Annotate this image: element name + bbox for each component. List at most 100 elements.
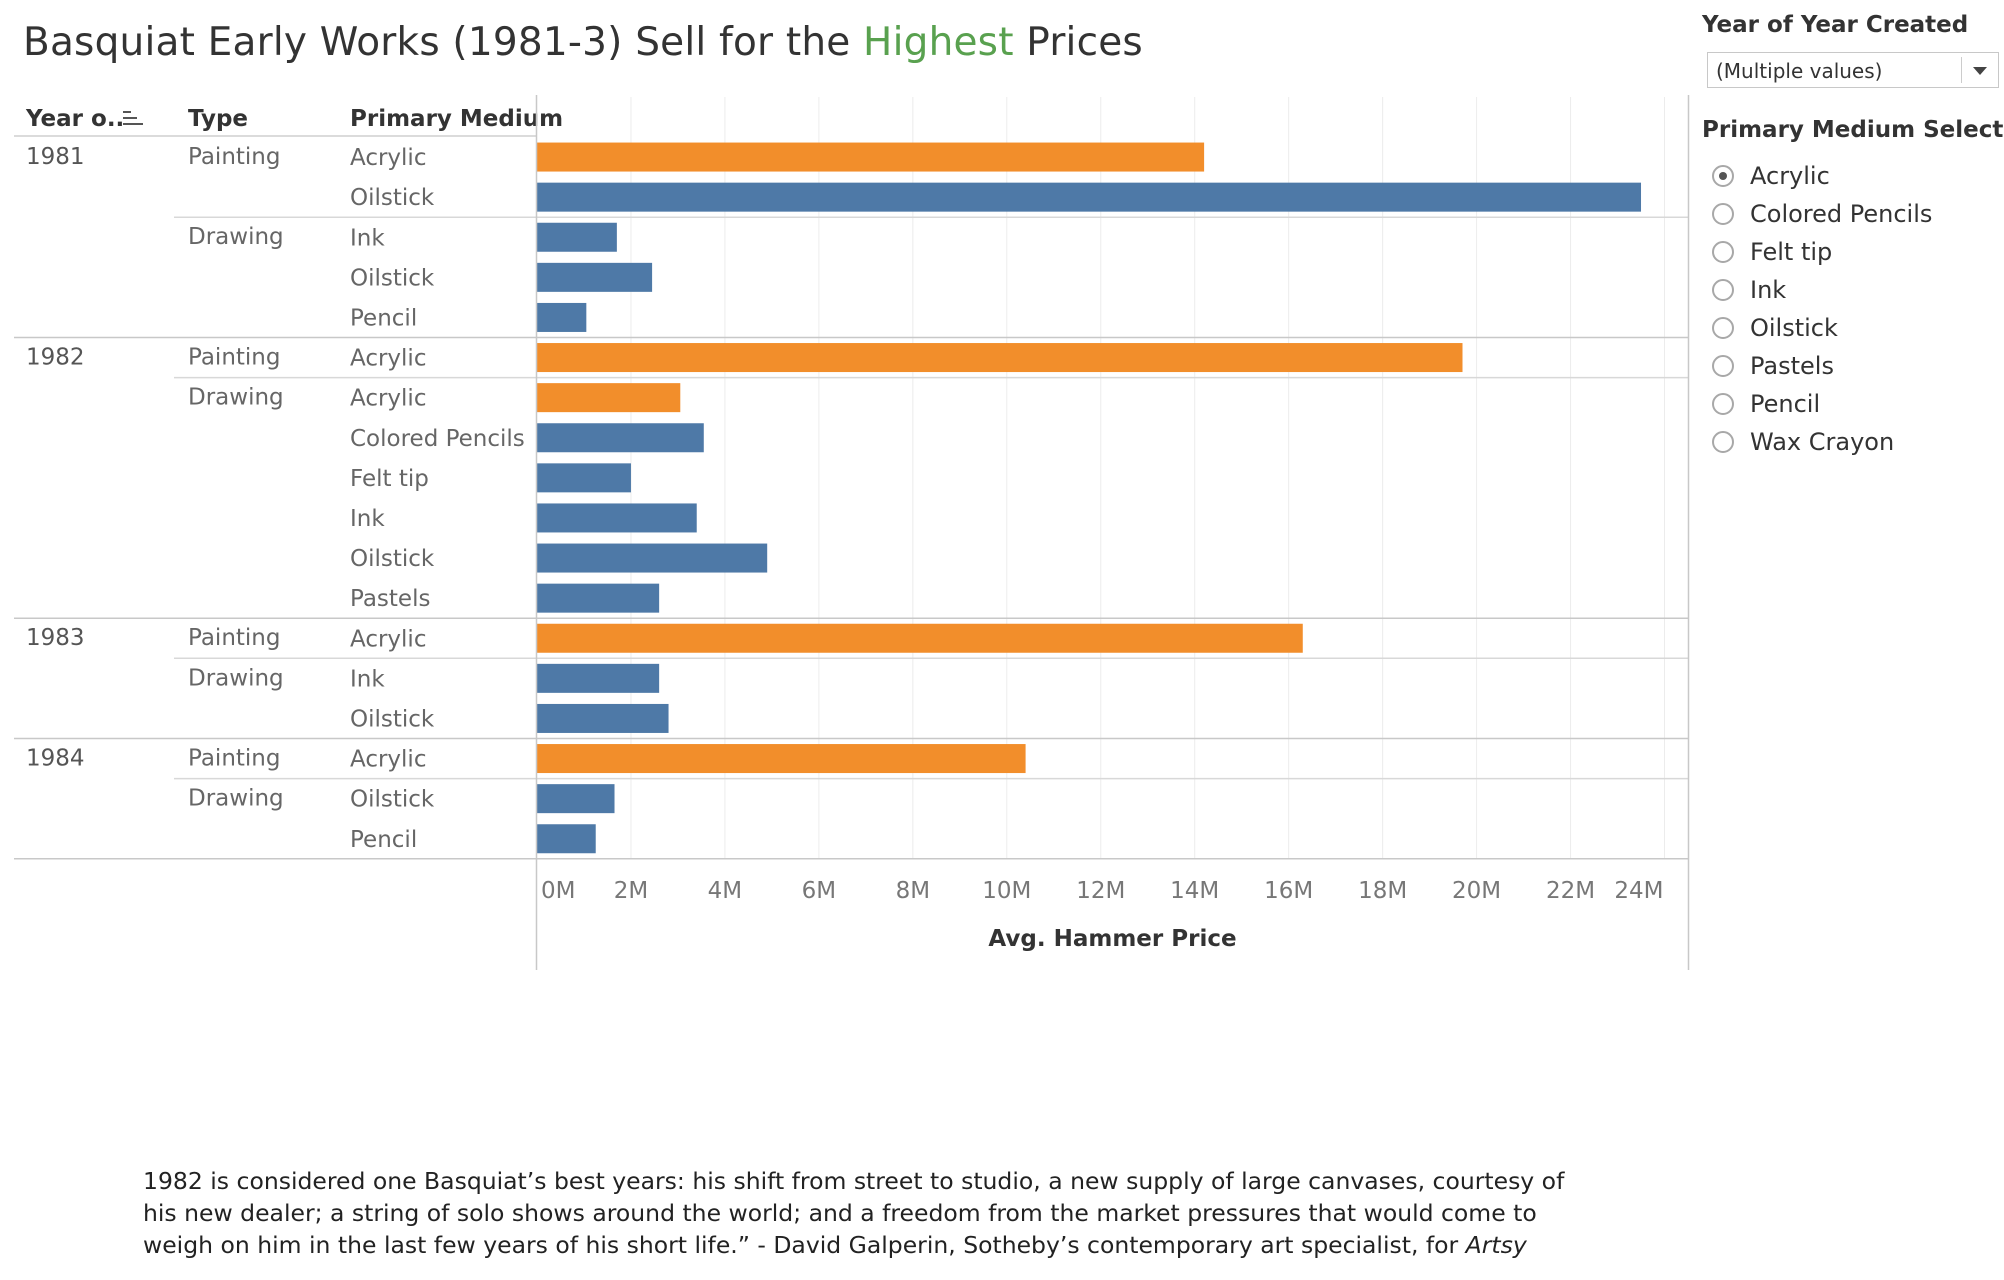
x-tick-label: 18M	[1358, 878, 1407, 904]
medium-label: Ink	[350, 666, 385, 692]
quote-caption: 1982 is considered one Basquiat’s best y…	[143, 1165, 1565, 1261]
x-tick-label: 14M	[1170, 878, 1219, 904]
medium-option-label: Pencil	[1750, 390, 1821, 418]
medium-label: Acrylic	[350, 626, 426, 652]
medium-selector: Acrylic Colored Pencils Felt tip Ink Oil…	[1712, 157, 1932, 461]
bar[interactable]	[537, 343, 1463, 373]
bar[interactable]	[537, 623, 1303, 653]
bar[interactable]	[537, 784, 615, 814]
year-filter-value: (Multiple values)	[1716, 59, 1883, 83]
year-filter-dropdown[interactable]: (Multiple values)	[1707, 52, 1999, 88]
caption-line: weigh on him in the last few years of hi…	[143, 1229, 1543, 1261]
title-prefix: Basquiat Early Works (1981-3) Sell for t…	[23, 20, 864, 65]
medium-option-felt-tip[interactable]: Felt tip	[1712, 233, 1932, 271]
radio-icon[interactable]	[1712, 241, 1734, 263]
x-tick-label: 16M	[1264, 878, 1313, 904]
dropdown-separator	[1961, 57, 1962, 83]
medium-label: Pencil	[350, 827, 417, 853]
caption-line-text: weigh on him in the last few years of hi…	[143, 1231, 1466, 1259]
column-header: Primary Medium	[350, 106, 563, 132]
radio-icon[interactable]	[1712, 279, 1734, 301]
medium-label: Oilstick	[350, 265, 435, 291]
type-label: Painting	[188, 345, 280, 371]
medium-option-ink[interactable]: Ink	[1712, 271, 1932, 309]
x-tick-label: 4M	[708, 878, 742, 904]
radio-icon[interactable]	[1712, 203, 1734, 225]
title-suffix: Prices	[1013, 20, 1143, 65]
medium-label: Ink	[350, 506, 385, 532]
year-label: 1982	[26, 345, 85, 371]
medium-option-label: Colored Pencils	[1750, 200, 1933, 228]
x-tick-label: 6M	[802, 878, 836, 904]
medium-option-pastels[interactable]: Pastels	[1712, 347, 1932, 385]
medium-option-wax-crayon[interactable]: Wax Crayon	[1712, 423, 1932, 461]
bar[interactable]	[537, 663, 660, 693]
medium-option-label: Acrylic	[1750, 162, 1830, 190]
x-tick-label: 0M	[541, 878, 575, 904]
x-tick-label: 2M	[614, 878, 648, 904]
medium-label: Acrylic	[350, 346, 426, 372]
bar[interactable]	[537, 262, 653, 292]
chevron-down-icon[interactable]	[1973, 67, 1987, 75]
bar[interactable]	[537, 744, 1026, 774]
bar[interactable]	[537, 583, 660, 613]
year-label: 1984	[26, 746, 85, 772]
type-label: Drawing	[188, 786, 284, 812]
type-label: Painting	[188, 625, 280, 651]
page-title: Basquiat Early Works (1981-3) Sell for t…	[23, 20, 1143, 65]
bar[interactable]	[537, 383, 681, 413]
bar[interactable]	[537, 142, 1205, 172]
x-tick-label: 22M	[1546, 878, 1595, 904]
radio-icon[interactable]	[1712, 393, 1734, 415]
medium-option-label: Pastels	[1750, 352, 1834, 380]
medium-label: Oilstick	[350, 787, 435, 813]
type-label: Painting	[188, 746, 280, 772]
bar[interactable]	[537, 824, 596, 854]
type-label: Painting	[188, 144, 280, 170]
medium-label: Acrylic	[350, 747, 426, 773]
year-filter-label: Year of Year Created	[1702, 12, 1969, 38]
column-header: Type	[188, 106, 248, 132]
radio-icon[interactable]	[1712, 431, 1734, 453]
bar[interactable]	[537, 463, 631, 493]
title-highlight: Highest	[863, 20, 1014, 65]
medium-label: Oilstick	[350, 546, 435, 572]
radio-icon[interactable]	[1712, 165, 1734, 187]
bar[interactable]	[537, 302, 587, 332]
bar[interactable]	[537, 222, 617, 252]
bar[interactable]	[537, 182, 1642, 212]
radio-icon[interactable]	[1712, 317, 1734, 339]
x-tick-label: 24M	[1614, 878, 1663, 904]
medium-label: Oilstick	[350, 706, 435, 732]
medium-option-oilstick[interactable]: Oilstick	[1712, 309, 1932, 347]
type-label: Drawing	[188, 385, 284, 411]
medium-option-acrylic[interactable]: Acrylic	[1712, 157, 1932, 195]
x-tick-label: 8M	[896, 878, 930, 904]
bar[interactable]	[537, 543, 768, 573]
medium-option-pencil[interactable]: Pencil	[1712, 385, 1932, 423]
x-axis-label: Avg. Hammer Price	[988, 926, 1236, 952]
x-tick-label: 10M	[982, 878, 1031, 904]
radio-icon[interactable]	[1712, 355, 1734, 377]
bar[interactable]	[537, 423, 704, 453]
medium-label: Ink	[350, 225, 385, 251]
x-tick-label: 20M	[1452, 878, 1501, 904]
bar[interactable]	[537, 703, 669, 733]
column-header: Year o..	[25, 106, 124, 132]
x-tick-label: 12M	[1076, 878, 1125, 904]
medium-label: Colored Pencils	[350, 426, 525, 452]
caption-source: Artsy	[1465, 1231, 1527, 1259]
medium-selector-label: Primary Medium Selector	[1702, 117, 2004, 143]
medium-label: Felt tip	[350, 466, 429, 492]
bar[interactable]	[537, 503, 697, 533]
medium-label: Pastels	[350, 586, 430, 612]
type-label: Drawing	[188, 665, 284, 691]
medium-label: Oilstick	[350, 185, 435, 211]
caption-line: his new dealer; a string of solo shows a…	[143, 1199, 1537, 1227]
medium-label: Acrylic	[350, 386, 426, 412]
year-label: 1983	[26, 625, 85, 651]
caption-line: 1982 is considered one Basquiat’s best y…	[143, 1167, 1565, 1195]
type-label: Drawing	[188, 224, 284, 250]
medium-option-label: Oilstick	[1750, 314, 1838, 342]
medium-option-colored-pencils[interactable]: Colored Pencils	[1712, 195, 1932, 233]
